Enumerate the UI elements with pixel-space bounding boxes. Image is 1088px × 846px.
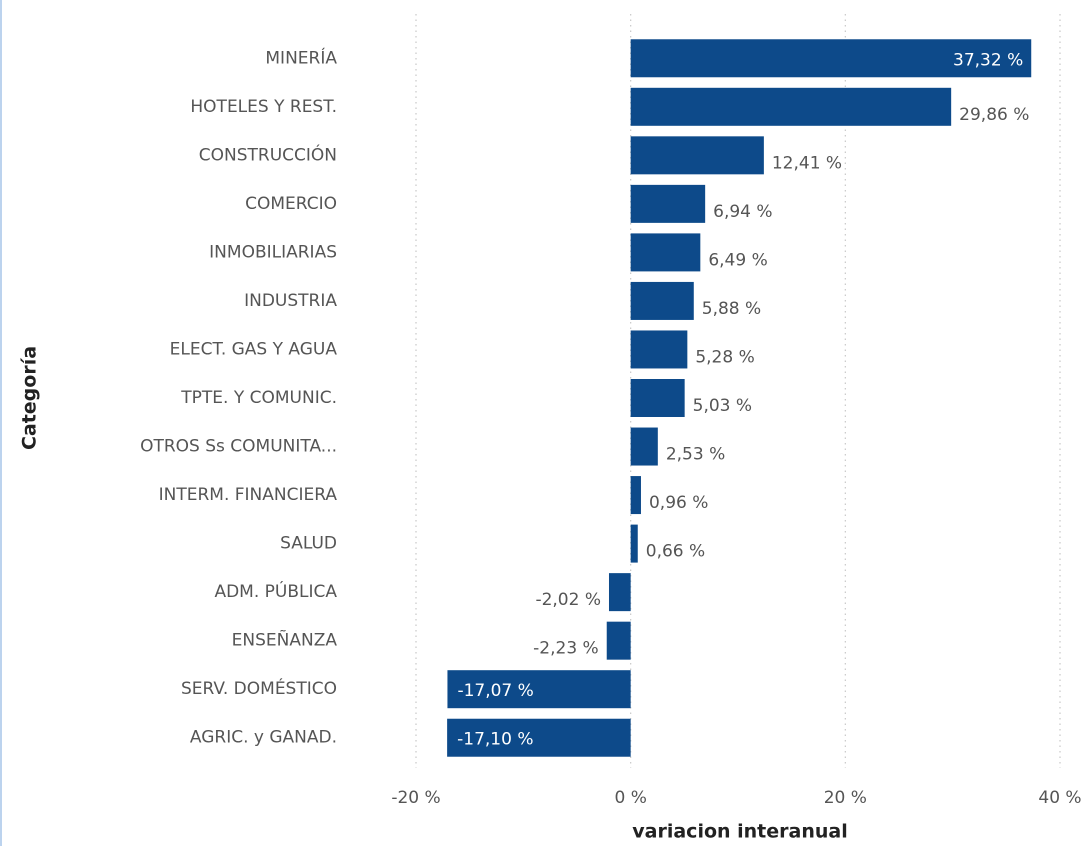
y-tick-label: CONSTRUCCIÓN [199, 143, 337, 165]
data-label: 5,03 % [693, 396, 752, 416]
data-label: 5,28 % [695, 347, 754, 367]
y-tick-label: HOTELES Y REST. [190, 97, 337, 117]
bar [630, 524, 638, 563]
y-tick-label: ELECT. GAS Y AGUA [170, 339, 338, 359]
data-label: 6,49 % [708, 250, 767, 270]
x-tick-label: -20 % [391, 788, 440, 808]
data-label: 6,94 % [713, 202, 772, 222]
y-axis-title: Categoría [19, 346, 41, 450]
bar [630, 233, 701, 272]
bar [630, 87, 952, 126]
bar [630, 39, 1032, 78]
data-label: 37,32 % [953, 50, 1023, 70]
y-tick-label: TPTE. Y COMUNIC. [180, 388, 337, 408]
bar [447, 718, 631, 757]
y-tick-label: SALUD [280, 534, 337, 554]
bar [608, 573, 631, 612]
data-label: 0,66 % [646, 542, 705, 562]
bar [630, 330, 688, 369]
data-label: -2,02 % [535, 590, 601, 610]
bar [447, 670, 631, 709]
data-label: -17,07 % [457, 681, 533, 701]
bar [606, 621, 631, 660]
bar [630, 476, 641, 515]
y-tick-label: INMOBILIARIAS [209, 242, 337, 262]
bar [630, 184, 706, 223]
y-tick-label: INDUSTRIA [244, 291, 337, 311]
bar [630, 281, 694, 320]
data-label: -17,10 % [457, 730, 533, 750]
x-tick-label: 40 % [1038, 788, 1081, 808]
bar [630, 427, 658, 466]
data-label: 5,88 % [702, 299, 761, 319]
x-axis-title: variacion interanual [632, 821, 847, 843]
data-label: 0,96 % [649, 493, 708, 513]
data-label: 29,86 % [959, 105, 1029, 125]
data-label: -2,23 % [533, 639, 599, 659]
y-tick-label: INTERM. FINANCIERA [159, 485, 338, 505]
y-tick-label: ENSEÑANZA [232, 629, 338, 651]
y-tick-label: OTROS Ss COMUNITA... [140, 437, 337, 457]
y-tick-label: COMERCIO [245, 194, 337, 214]
data-label: 2,53 % [666, 445, 725, 465]
y-tick-label: SERV. DOMÉSTICO [181, 677, 337, 699]
y-tick-label: ADM. PÚBLICA [214, 580, 337, 602]
x-tick-label: 20 % [824, 788, 867, 808]
y-tick-label: AGRIC. y GANAD. [190, 728, 337, 748]
bar [630, 379, 685, 417]
y-tick-label: MINERÍA [265, 46, 337, 68]
bar [630, 136, 764, 175]
x-tick-label: 0 % [614, 788, 646, 808]
data-label: 12,41 % [772, 153, 842, 173]
